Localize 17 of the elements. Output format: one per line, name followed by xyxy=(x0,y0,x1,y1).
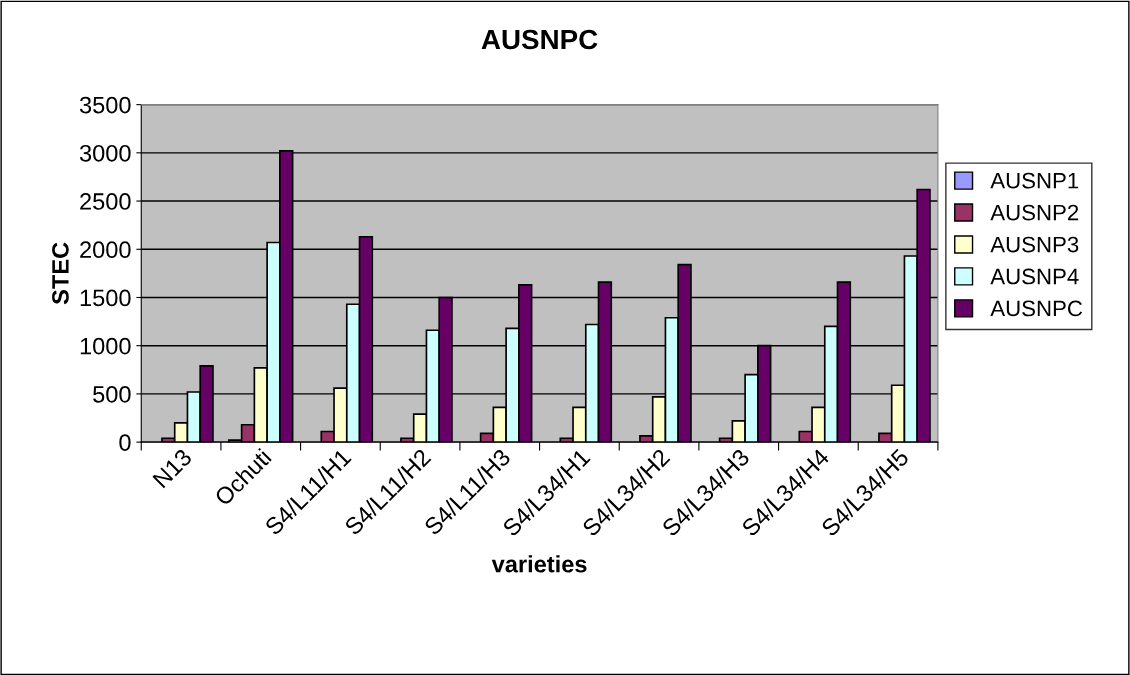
legend-label: AUSNPC xyxy=(990,300,1083,317)
y-axis-title: STEC xyxy=(52,242,69,305)
y-tick-label: 0 xyxy=(119,434,131,451)
legend-label: AUSNP1 xyxy=(990,172,1079,189)
y-tick-label: 3000 xyxy=(79,144,131,162)
y-tick-label: 1500 xyxy=(80,289,131,307)
y-tick-label: 2000 xyxy=(80,241,131,259)
legend-label: AUSNP3 xyxy=(990,236,1079,253)
legend-label: AUSNP4 xyxy=(990,268,1079,285)
y-tick-label: 3500 xyxy=(79,96,131,114)
x-axis-title: varieties xyxy=(491,555,587,573)
y-tick-label: 2500 xyxy=(80,193,131,210)
x-tick-label: N13 xyxy=(152,448,193,489)
legend-label: AUSNP2 xyxy=(990,204,1079,221)
chart-title: AUSNPC xyxy=(481,29,598,50)
y-tick-label: 500 xyxy=(93,385,131,403)
y-tick-label: 1000 xyxy=(80,337,131,355)
